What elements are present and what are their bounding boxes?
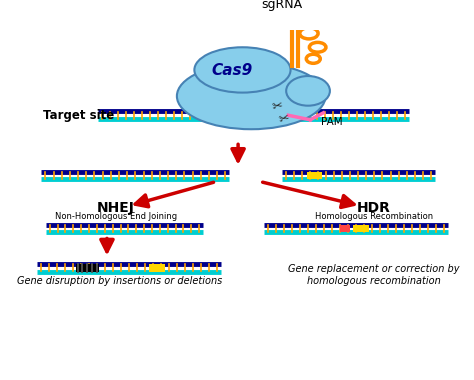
Text: Non-Homologous End Joining: Non-Homologous End Joining xyxy=(55,212,177,221)
Bar xyxy=(354,225,369,233)
Ellipse shape xyxy=(286,76,330,106)
Text: HDR: HDR xyxy=(356,201,391,215)
Text: ✂: ✂ xyxy=(277,112,291,127)
Text: Cas9: Cas9 xyxy=(212,63,253,78)
Bar xyxy=(340,225,350,233)
Text: sgRNA: sgRNA xyxy=(261,0,302,11)
Text: Gene disruption by insertions or deletions: Gene disruption by insertions or deletio… xyxy=(18,276,223,286)
Text: Gene replacement or correction by
homologous recombination: Gene replacement or correction by homolo… xyxy=(288,264,459,286)
Bar xyxy=(307,172,322,179)
Ellipse shape xyxy=(194,47,291,93)
Text: NHEJ: NHEJ xyxy=(97,201,135,215)
Text: Homologous Recombination: Homologous Recombination xyxy=(315,212,433,221)
Ellipse shape xyxy=(177,63,326,129)
Bar xyxy=(149,264,165,272)
Text: Target site: Target site xyxy=(43,109,114,122)
Text: ✂: ✂ xyxy=(271,100,284,114)
Text: PAM: PAM xyxy=(321,117,343,127)
Bar xyxy=(76,264,99,272)
